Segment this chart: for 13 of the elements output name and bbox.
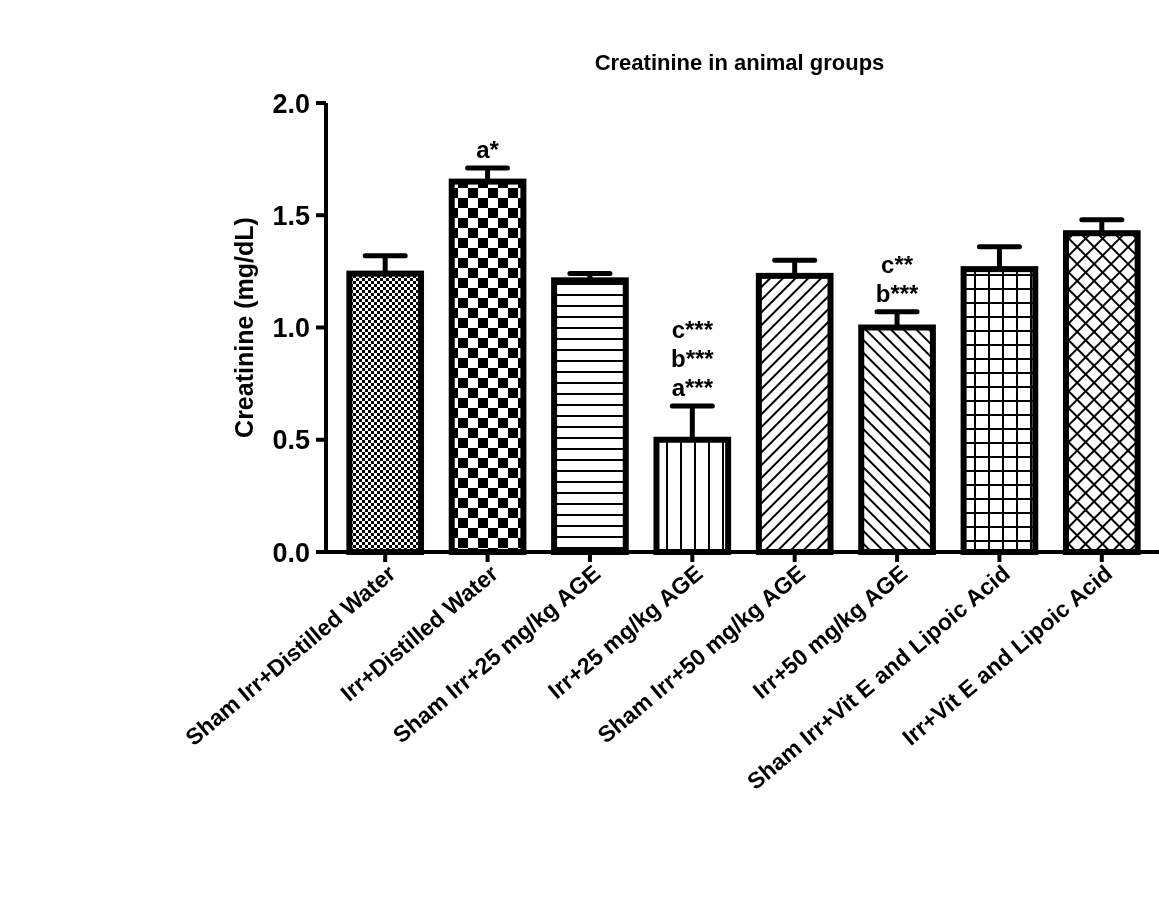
annotation: a*** xyxy=(671,374,714,402)
annotation: a* xyxy=(476,136,500,164)
annotation: c*** xyxy=(671,316,714,344)
y-tick-label: 1.0 xyxy=(272,313,310,344)
annotation: c** xyxy=(881,250,914,278)
y-tick-label: 0.0 xyxy=(272,537,310,568)
chart-title: Creatinine in animal groups xyxy=(594,50,885,75)
annotation: b*** xyxy=(875,279,920,307)
y-tick-label: 2.0 xyxy=(272,88,310,119)
y-axis-title: Creatinine (mg/dL) xyxy=(230,217,258,438)
y-tick-label: 1.5 xyxy=(272,200,310,231)
annotation: b*** xyxy=(670,345,715,373)
y-tick-label: 0.5 xyxy=(272,425,310,456)
